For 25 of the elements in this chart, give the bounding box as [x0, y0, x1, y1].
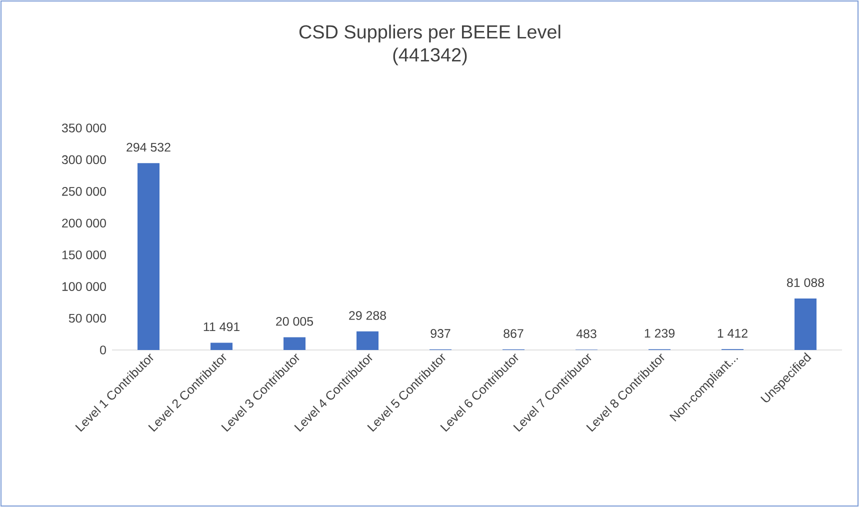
chart-subtitle: (441342)	[393, 48, 467, 66]
data-label: 81 088	[787, 278, 824, 288]
y-tick-label: 0	[100, 346, 106, 354]
y-tick-label: 200 000	[62, 218, 106, 228]
y-tick-label: 150 000	[62, 250, 106, 260]
chart-title: CSD Suppliers per BEEE Level	[299, 24, 560, 42]
data-label: 937	[430, 329, 450, 338]
bar	[210, 342, 233, 350]
y-tick-label: 100 000	[62, 282, 106, 291]
data-label: 20 005	[276, 316, 314, 326]
data-label: 29 288	[349, 311, 386, 320]
data-label: 1 239	[644, 328, 674, 338]
bar	[794, 298, 817, 350]
y-tick-label: 300 000	[62, 155, 106, 164]
y-tick-label: 250 000	[62, 187, 106, 196]
y-tick-label: 350 000	[62, 124, 106, 132]
data-label: 867	[504, 329, 524, 338]
data-label: 483	[576, 329, 596, 338]
y-tick-label: 50 000	[68, 314, 106, 323]
data-label: 1 412	[718, 328, 748, 338]
bar	[284, 337, 306, 350]
bar	[138, 163, 160, 350]
data-label: 11 491	[204, 322, 240, 332]
data-label: 294 532	[126, 142, 170, 152]
bar	[356, 331, 379, 350]
